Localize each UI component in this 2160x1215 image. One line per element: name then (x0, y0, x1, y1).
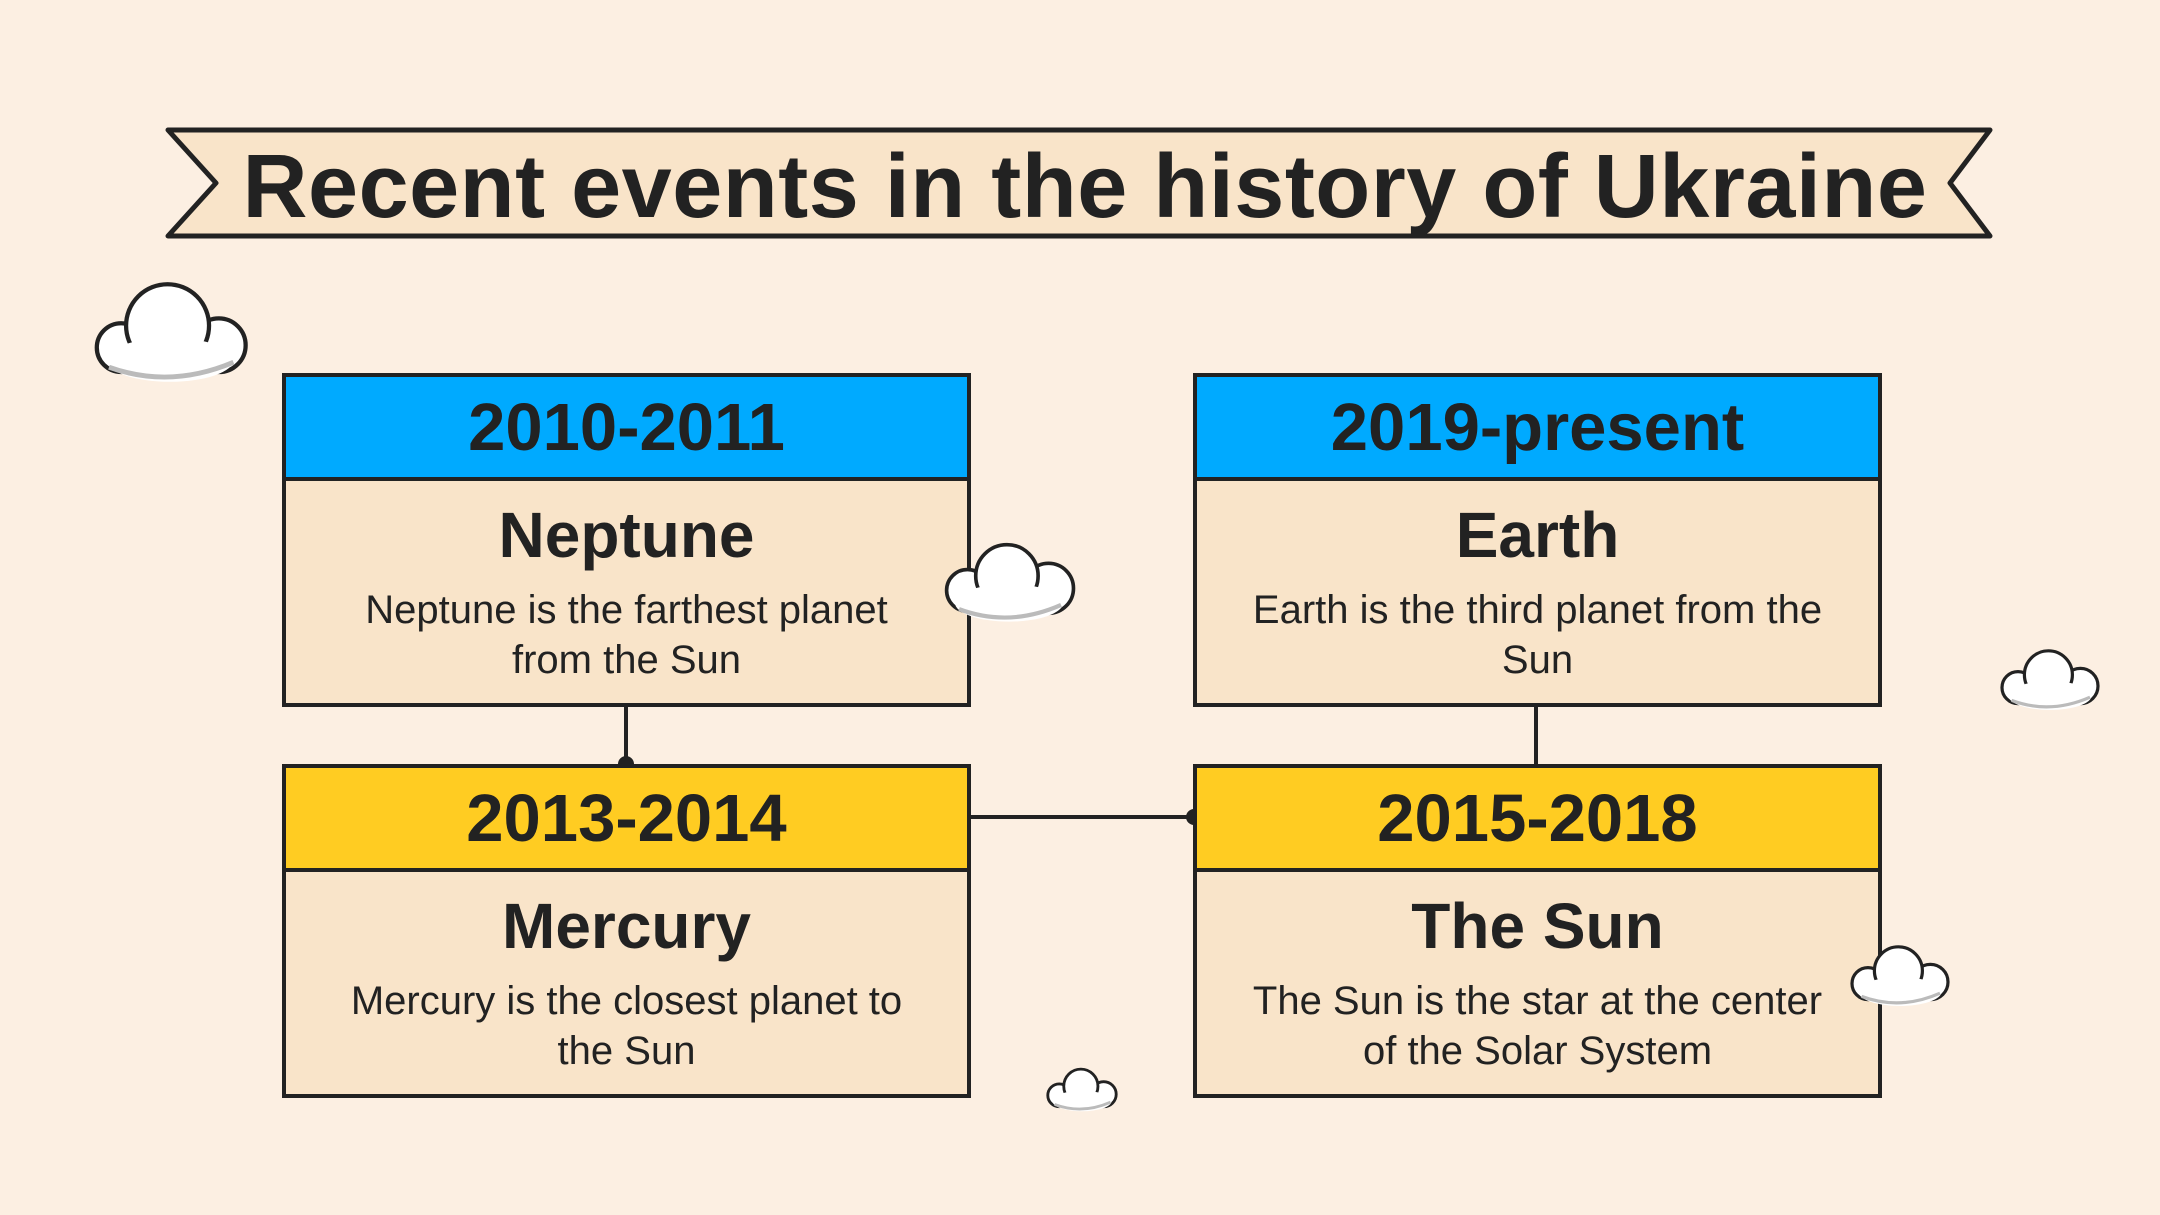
event-period: 2010-2011 (286, 377, 967, 481)
event-title: The Sun (1411, 890, 1664, 962)
event-period: 2015-2018 (1197, 768, 1878, 872)
cloud-icon (1850, 945, 1950, 1006)
event-description: Mercury is the closest planet to the Sun (350, 979, 903, 1073)
event-title: Neptune (498, 499, 755, 571)
event-card-2010-2011: 2010-2011 Neptune Neptune is the farthes… (282, 373, 971, 707)
cloud-icon (2000, 649, 2100, 710)
page-title: Recent events in the history of Ukraine (242, 136, 1928, 237)
event-title: Earth (1455, 499, 1620, 571)
event-description: Neptune is the farthest planet from the … (365, 588, 888, 682)
event-card-2013-2014: 2013-2014 Mercury Mercury is the closest… (282, 764, 971, 1098)
cloud-icon (94, 282, 248, 382)
event-title: Mercury (502, 890, 751, 962)
title-ribbon (165, 127, 1993, 239)
cloud-icon (944, 542, 1076, 622)
event-card-2015-2018: 2015-2018 The Sun The Sun is the star at… (1193, 764, 1882, 1098)
event-card-2019-present: 2019-present Earth Earth is the third pl… (1193, 373, 1882, 707)
event-description: Earth is the third planet from the Sun (1252, 588, 1823, 682)
event-period: 2013-2014 (286, 768, 967, 872)
event-description: The Sun is the star at the center of the… (1252, 979, 1823, 1073)
cloud-icon (1046, 1067, 1118, 1112)
event-period: 2019-present (1197, 377, 1878, 481)
